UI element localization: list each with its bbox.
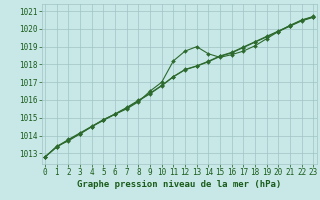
X-axis label: Graphe pression niveau de la mer (hPa): Graphe pression niveau de la mer (hPa) (77, 180, 281, 189)
